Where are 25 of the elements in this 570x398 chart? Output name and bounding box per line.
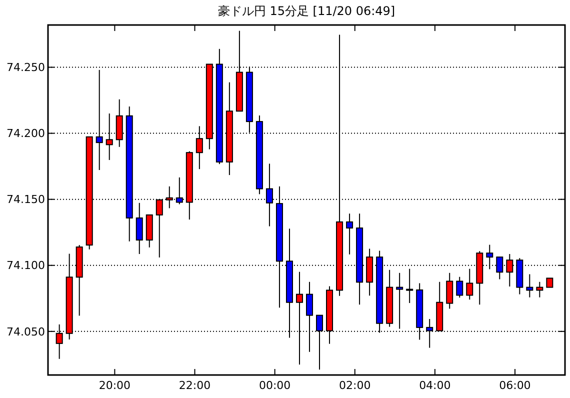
candlestick xyxy=(546,278,554,288)
y-tick-label: 74.050 xyxy=(6,325,45,338)
y-tick-label: 74.100 xyxy=(6,259,45,272)
candlestick xyxy=(486,244,494,270)
candlestick xyxy=(96,69,103,171)
candlestick xyxy=(536,281,544,298)
candlestick xyxy=(456,276,464,298)
x-tick-label: 00:00 xyxy=(258,379,291,392)
x-tick-label: 06:00 xyxy=(499,379,531,392)
candlestick xyxy=(466,268,474,300)
candlestick xyxy=(136,202,143,255)
y-tick-label: 74.200 xyxy=(6,127,45,140)
candlestick xyxy=(526,274,534,298)
candlestick xyxy=(406,268,414,304)
candlestick xyxy=(396,272,404,330)
x-tick-label: 04:00 xyxy=(419,379,451,392)
x-tick-label: 20:00 xyxy=(98,379,131,392)
y-tick-label: 74.150 xyxy=(6,193,45,206)
candlestick xyxy=(346,213,354,255)
y-tick-label: 74.250 xyxy=(6,61,45,74)
x-tick-label: 22:00 xyxy=(178,379,211,392)
chart-title: 豪ドル円 15分足 [11/20 06:49] xyxy=(218,4,396,18)
candlestick xyxy=(306,281,314,352)
x-tick-label: 02:00 xyxy=(339,379,371,392)
candlestick xyxy=(446,272,454,310)
